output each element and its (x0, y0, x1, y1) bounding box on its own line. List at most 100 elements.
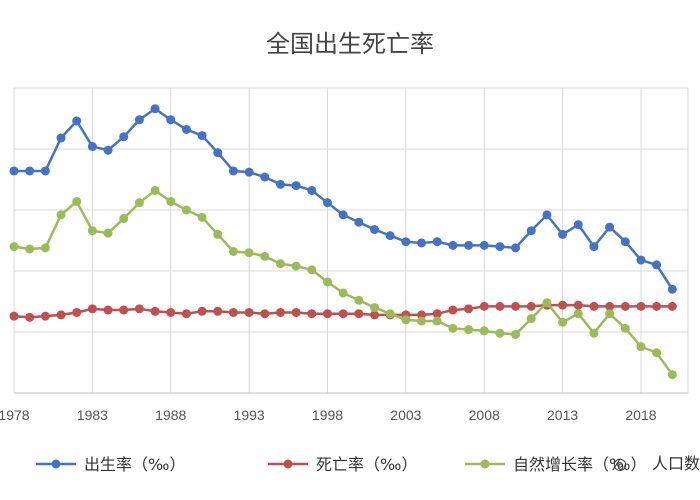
data-point (181, 205, 191, 215)
data-point (511, 329, 521, 339)
data-point (322, 309, 332, 319)
data-point (134, 304, 144, 314)
data-point (56, 310, 66, 320)
chart-title: 全国出生死亡率 (266, 30, 434, 58)
data-point (103, 228, 113, 238)
data-point (417, 238, 427, 248)
data-point (119, 305, 129, 315)
data-point (573, 300, 583, 310)
data-point (40, 243, 50, 253)
data-point (479, 301, 489, 311)
data-point (526, 314, 536, 324)
data-point (432, 309, 442, 319)
x-tick-label: 2013 (547, 407, 578, 423)
data-point (542, 298, 552, 308)
data-point (511, 243, 521, 253)
data-point (56, 210, 66, 220)
legend-swatch-marker (480, 459, 490, 469)
data-point (181, 124, 191, 134)
data-point (354, 309, 364, 319)
data-point (307, 185, 317, 195)
data-point (228, 166, 238, 176)
data-point (354, 295, 364, 305)
chat-bubble-watermark-icon: ◎ (613, 454, 627, 473)
data-point (291, 307, 301, 317)
data-point (558, 317, 568, 327)
data-point (72, 307, 82, 317)
data-point (40, 166, 50, 176)
data-point (275, 179, 285, 189)
data-point (338, 288, 348, 298)
watermark-text: 人口数 (652, 454, 700, 473)
data-point (667, 284, 677, 294)
data-point (291, 261, 301, 271)
data-point (25, 244, 35, 254)
data-point (260, 172, 270, 182)
data-point (432, 316, 442, 326)
data-point (401, 315, 411, 325)
data-point (370, 303, 380, 313)
data-point (260, 251, 270, 261)
data-point (87, 304, 97, 314)
data-point (40, 311, 50, 321)
data-point (9, 242, 19, 252)
data-point (25, 166, 35, 176)
data-point (150, 306, 160, 316)
data-point (291, 181, 301, 191)
data-point (605, 309, 615, 319)
series-line-1 (14, 107, 674, 290)
data-point (464, 325, 474, 335)
data-point (72, 116, 82, 126)
x-tick-label: 1998 (312, 407, 343, 423)
data-point (495, 242, 505, 252)
data-point (667, 370, 677, 380)
data-point (636, 342, 646, 352)
x-tick-label: 2008 (469, 407, 500, 423)
data-point (87, 142, 97, 152)
data-point (542, 210, 552, 220)
data-point (370, 310, 380, 320)
data-point (150, 185, 160, 195)
data-point (589, 242, 599, 252)
data-point (338, 210, 348, 220)
data-point (275, 259, 285, 269)
data-point (479, 326, 489, 336)
data-point (417, 316, 427, 326)
legend: 出生率（‰） 死亡率（‰） 自然增长率（‰） (36, 455, 646, 474)
data-point (197, 212, 207, 222)
data-point (197, 131, 207, 141)
data-point (87, 226, 97, 236)
data-point (322, 198, 332, 208)
data-point (150, 104, 160, 114)
data-point (448, 323, 458, 333)
data-point (307, 309, 317, 319)
data-point (573, 220, 583, 230)
data-point (103, 305, 113, 315)
data-point (526, 301, 536, 311)
data-point (589, 301, 599, 311)
data-point (213, 306, 223, 316)
data-point (134, 198, 144, 208)
x-tick-label: 2003 (390, 407, 421, 423)
x-tick-label: 1993 (234, 407, 265, 423)
data-point (432, 237, 442, 247)
data-point (495, 328, 505, 338)
data-point (260, 309, 270, 319)
data-point (244, 167, 254, 177)
legend-label: 死亡率（‰） (316, 455, 417, 474)
data-point (119, 132, 129, 142)
data-point (526, 226, 536, 236)
data-point (244, 307, 254, 317)
data-point (228, 307, 238, 317)
data-point (667, 301, 677, 311)
data-point (652, 260, 662, 270)
data-point (464, 240, 474, 250)
data-point (354, 217, 364, 227)
data-point (589, 328, 599, 338)
data-point (119, 214, 129, 224)
data-point (9, 311, 19, 321)
data-point (166, 307, 176, 317)
data-point (56, 133, 66, 143)
data-point (558, 300, 568, 310)
